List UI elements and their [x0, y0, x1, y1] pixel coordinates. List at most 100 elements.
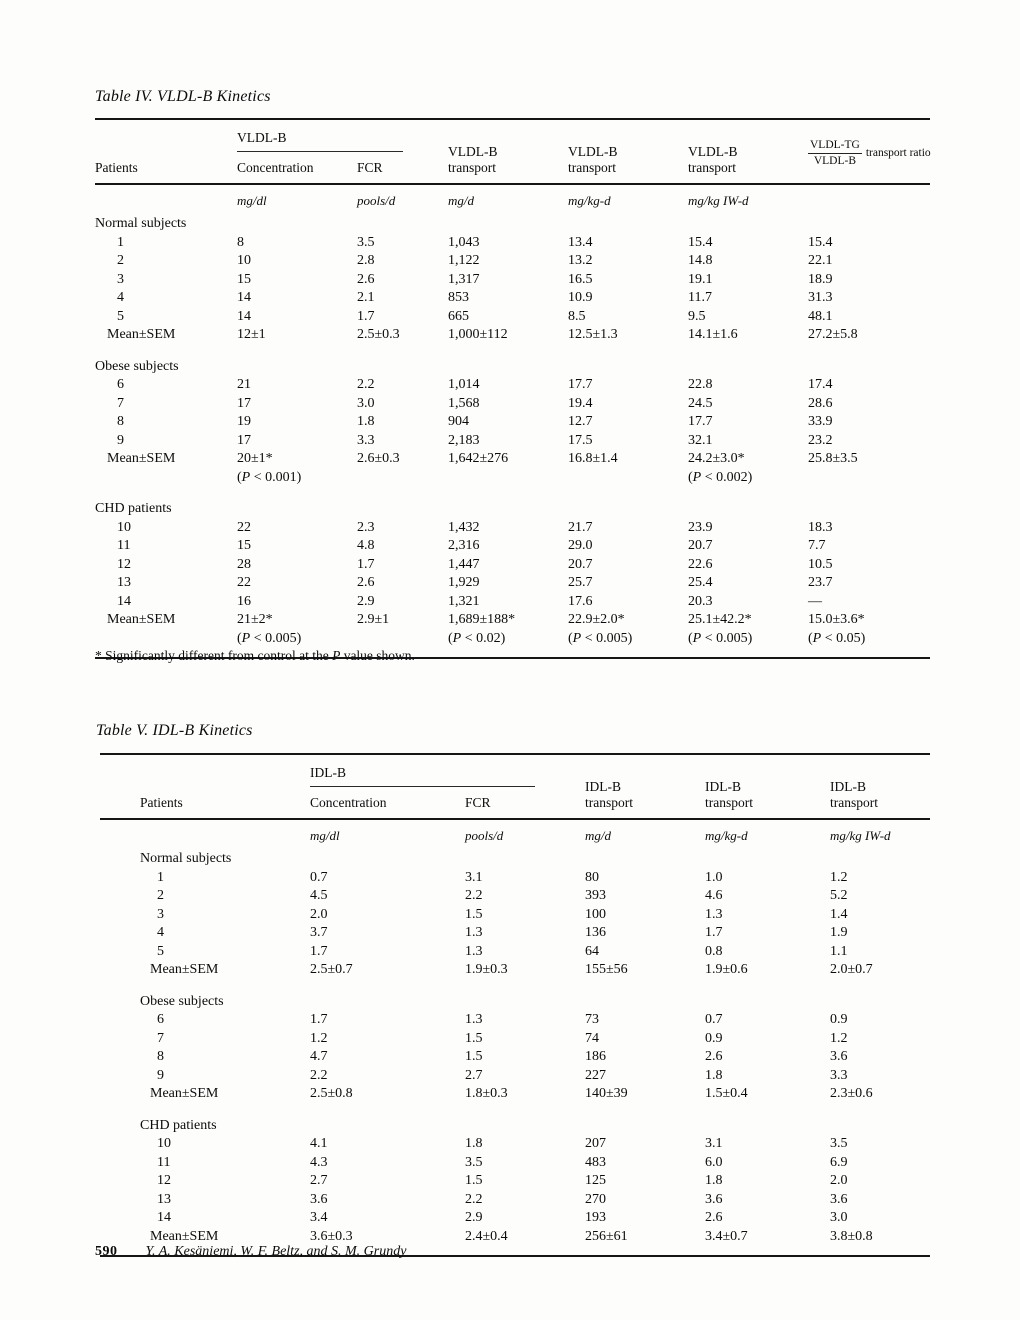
group-label: Normal subjects: [95, 216, 187, 231]
table-cell: 2.7: [465, 1067, 483, 1083]
unit-label: mg/kg-d: [568, 193, 611, 208]
row-label: 4: [157, 925, 164, 940]
column-header-concentration: Concentration: [310, 795, 387, 810]
table-cell: 3.3: [830, 1067, 848, 1083]
table-cell: 1,122: [448, 253, 480, 268]
unit-label: mg/d: [448, 193, 474, 208]
units-spacer: [95, 192, 237, 209]
table-cell: 25.8±3.5: [808, 451, 858, 466]
table-cell: 2.0: [830, 1173, 848, 1188]
ratio-denominator: VLDL-B: [813, 154, 856, 167]
row-label: 14: [117, 593, 131, 609]
table-cell: 1.4: [830, 906, 848, 922]
table-cell: 4.7: [310, 1049, 328, 1064]
row-label: 11: [157, 1154, 171, 1170]
table-cell: 18.9: [808, 271, 833, 287]
table-cell: 22.9±2.0*: [568, 612, 625, 627]
table-cell: 17: [237, 432, 251, 448]
table-cell: 32.1: [688, 432, 713, 448]
header-line1: IDL-B: [585, 779, 621, 794]
unit-label: mg/dl: [310, 828, 340, 843]
table-cell: 23.7: [808, 575, 833, 590]
table-cell: 15.0±3.6*: [808, 612, 865, 627]
unit-label: mg/kg IW-d: [688, 193, 749, 208]
table-cell: 1,689±188*: [448, 612, 516, 627]
table-cell: 1.2: [310, 1030, 328, 1046]
column-header-transport-mgkgd: VLDL-B transport: [568, 144, 688, 176]
table-cell: 0.7: [310, 869, 328, 885]
span-header-vldlb: VLDL-B: [237, 130, 403, 152]
table-cell: 1.7: [357, 308, 375, 324]
table-cell: 1,447: [448, 556, 480, 572]
table-cell: 24.5: [688, 395, 713, 411]
table-iv-title: Table IV. VLDL-B Kinetics: [95, 88, 271, 105]
table-cell: 227: [585, 1067, 606, 1083]
row-label: 10: [117, 519, 131, 535]
table-cell: 31.3: [808, 290, 833, 305]
table-cell: 3.3: [357, 432, 375, 448]
footnote-p: P: [332, 648, 341, 663]
table-cell: —: [808, 593, 822, 609]
header-line2: transport: [705, 795, 753, 810]
row-label: 11: [117, 538, 131, 553]
table-cell: 2.2: [465, 888, 483, 903]
table-iv-footnote: * Significantly different from control a…: [95, 648, 415, 664]
table-cell: 3.6: [830, 1191, 848, 1207]
table-cell: 19.1: [688, 271, 713, 287]
column-header-transport-mgd: IDL-B transport: [585, 779, 705, 811]
header-line2: transport: [448, 160, 496, 175]
table-cell: 2.6±0.3: [357, 451, 400, 466]
table-cell: 23.9: [688, 519, 713, 535]
table-cell: 2.9±1: [357, 612, 390, 627]
table-cell: 5.2: [830, 888, 848, 903]
column-header-concentration: Concentration: [237, 160, 314, 175]
table-cell: 19.4: [568, 395, 593, 411]
ratio-numerator: VLDL-TG: [808, 139, 862, 154]
table-cell: 33.9: [808, 414, 833, 429]
table-v-units-row: mg/dl pools/d mg/d mg/kg-d mg/kg IW-d: [100, 820, 930, 846]
table-cell: 256±61: [585, 1228, 628, 1244]
table-cell: 10.9: [568, 290, 593, 305]
table-group: CHD patients 10 22 2.3 1,432 21.7 23.9 18.3 11 15…: [95, 500, 930, 659]
table-cell: 1.8: [705, 1173, 723, 1188]
table-cell: 3.1: [705, 1136, 723, 1151]
column-header-transport-mgkgiwd: VLDL-B transport: [688, 144, 808, 176]
table-cell: 29.0: [568, 538, 593, 553]
table-cell: 1.3: [465, 1012, 483, 1027]
row-label: 13: [157, 1191, 171, 1207]
table-cell: 1,929: [448, 575, 480, 590]
table-cell: 6.0: [705, 1154, 723, 1170]
page-footer: 590 Y. A. Kesäniemi, W. F. Beltz, and S.…: [95, 1244, 406, 1260]
table-cell: 17.7: [568, 377, 593, 392]
row-label: 7: [117, 395, 124, 411]
table-cell: 14.1±1.6: [688, 327, 738, 342]
table-cell: 4.8: [357, 538, 375, 553]
table-cell: 20.3: [688, 593, 713, 609]
table-cell: 4.5: [310, 888, 328, 903]
table-cell: 1.3: [705, 906, 723, 922]
row-label: 6: [117, 377, 124, 392]
table-cell: 1,432: [448, 519, 480, 535]
table-cell: 24.2±3.0*: [688, 451, 745, 466]
table-cell: 20.7: [568, 556, 593, 572]
table-cell: 853: [448, 290, 469, 305]
table-cell: 193: [585, 1210, 606, 1225]
table-cell: 393: [585, 888, 606, 903]
table-cell: 14: [237, 308, 251, 324]
row-label: 8: [117, 414, 124, 429]
units-spacer: [100, 827, 310, 844]
column-header-transport-mgkgd: IDL-B transport: [705, 779, 830, 811]
table-cell: 1.8: [705, 1067, 723, 1083]
table-cell: 1,014: [448, 377, 480, 392]
p-row-spacer: [95, 630, 237, 649]
footer-authors: Y. A. Kesäniemi, W. F. Beltz, and S. M. …: [145, 1244, 407, 1259]
table-cell: 22.6: [688, 556, 713, 572]
column-header-patients: Patients: [95, 160, 138, 175]
table-cell: 1.5: [465, 1049, 483, 1064]
table-cell: 20.7: [688, 538, 713, 553]
group-label: CHD patients: [95, 501, 172, 516]
table-cell: 207: [585, 1136, 606, 1151]
row-label: 9: [117, 432, 124, 448]
table-cell: 0.8: [705, 943, 723, 959]
table-cell: 12.5±1.3: [568, 327, 618, 342]
